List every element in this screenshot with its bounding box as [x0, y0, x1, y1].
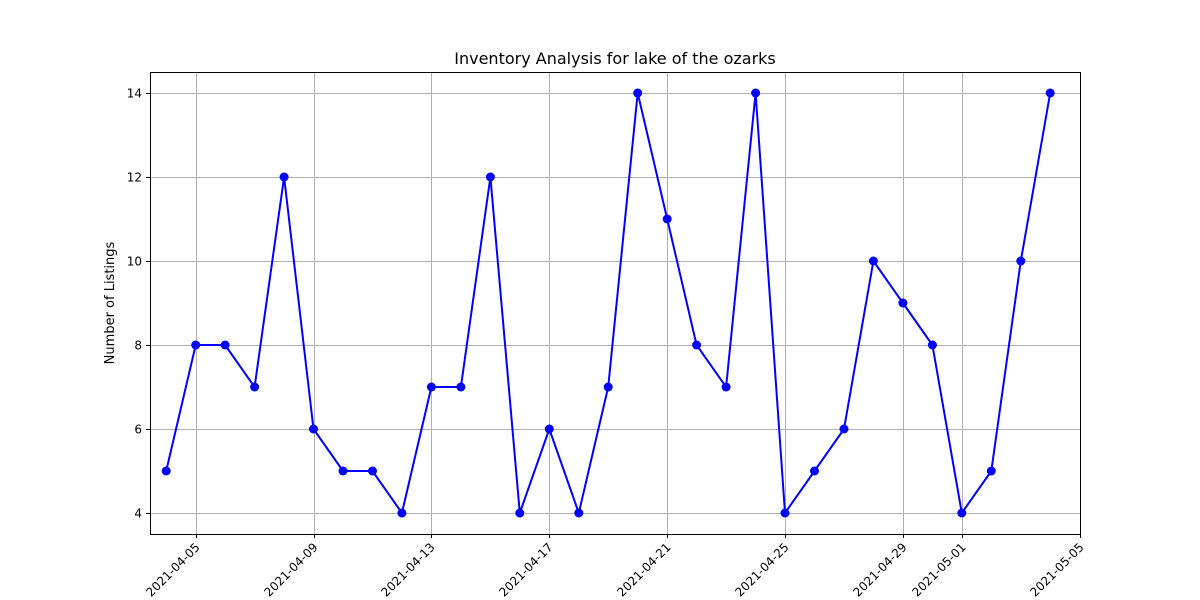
- chart-title: Inventory Analysis for lake of the ozark…: [454, 49, 776, 68]
- data-point: [692, 340, 702, 350]
- series-group: [161, 88, 1055, 518]
- data-point: [250, 382, 260, 392]
- data-point: [986, 466, 996, 476]
- data-point: [309, 424, 318, 434]
- y-tick-label: 8: [134, 339, 142, 353]
- data-point: [1045, 88, 1055, 98]
- x-tick-label: 2021-04-21: [614, 540, 673, 599]
- x-tick-label: 2021-04-09: [261, 540, 320, 599]
- data-point: [515, 508, 525, 518]
- data-point: [780, 508, 790, 518]
- data-point: [338, 466, 348, 476]
- x-tick-label: 2021-04-05: [143, 540, 202, 599]
- data-point: [544, 424, 554, 434]
- data-point: [751, 88, 761, 98]
- y-tick-label: 4: [134, 507, 142, 521]
- data-point: [279, 172, 289, 182]
- series-line: [165, 92, 1052, 514]
- x-tick-label: 2021-04-25: [732, 540, 791, 599]
- data-point: [456, 382, 466, 392]
- data-point: [898, 298, 908, 308]
- plot-frame: [150, 72, 1081, 535]
- y-tick-label: 14: [127, 87, 142, 101]
- y-axis: 4 6 8 10 12 14: [127, 87, 150, 521]
- data-point: [957, 508, 967, 518]
- x-tick-label: 2021-04-13: [378, 540, 437, 599]
- data-point: [485, 172, 495, 182]
- grid: [150, 72, 1081, 534]
- data-point: [161, 466, 171, 476]
- data-point: [220, 340, 230, 350]
- data-point: [810, 466, 819, 476]
- data-point: [603, 382, 613, 392]
- data-point: [368, 466, 377, 476]
- data-point: [839, 424, 849, 434]
- data-point: [868, 256, 878, 266]
- data-point: [662, 214, 672, 224]
- data-point: [721, 382, 731, 392]
- x-tick-label: 2021-05-01: [909, 540, 968, 599]
- data-point: [426, 382, 436, 392]
- y-tick-label: 12: [127, 171, 142, 185]
- data-point: [633, 88, 643, 98]
- data-point: [1016, 256, 1026, 266]
- x-tick-label: 2021-04-29: [850, 540, 909, 599]
- data-point: [927, 340, 937, 350]
- data-point: [191, 340, 201, 350]
- data-point: [574, 508, 584, 518]
- y-tick-label: 10: [127, 255, 142, 269]
- data-point: [397, 508, 407, 518]
- y-tick-label: 6: [134, 423, 142, 437]
- x-axis: 2021-04-05 2021-04-09 2021-04-13 2021-04-17…: [143, 534, 1087, 599]
- x-tick-label: 2021-05-05: [1027, 540, 1086, 599]
- x-tick-label: 2021-04-17: [496, 540, 555, 599]
- y-axis-label: Number of Listings: [103, 241, 118, 364]
